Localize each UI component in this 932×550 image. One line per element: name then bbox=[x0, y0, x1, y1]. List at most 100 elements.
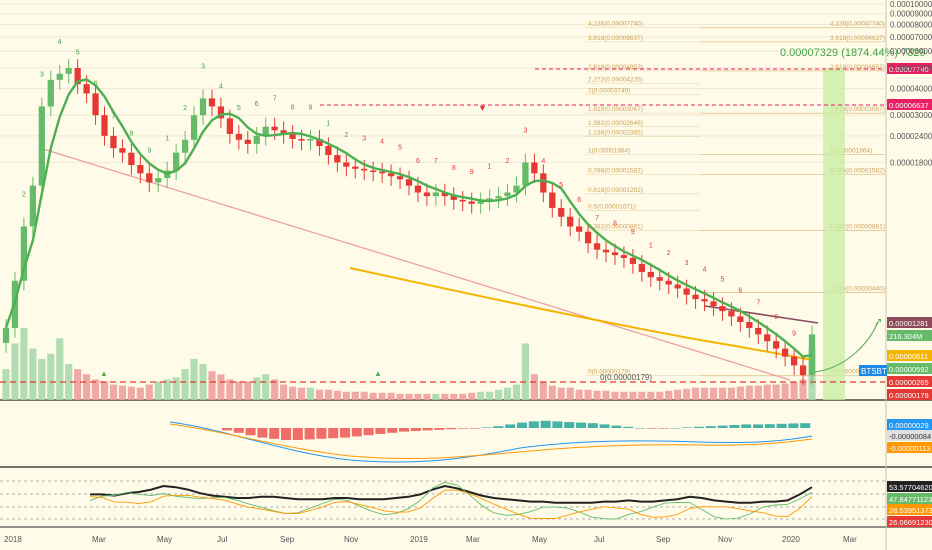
candle-body bbox=[307, 138, 314, 141]
fib-label-mid: 3.618(0.00006637) bbox=[588, 35, 643, 42]
volume-bar bbox=[468, 392, 476, 400]
td-count: 8 bbox=[613, 220, 617, 227]
volume-bar bbox=[548, 385, 556, 400]
macd-histogram-bar bbox=[233, 428, 244, 433]
macd-histogram-bar bbox=[257, 428, 268, 438]
volume-bar bbox=[745, 385, 753, 400]
volume-bar bbox=[47, 353, 55, 400]
td-count: 3 bbox=[685, 260, 689, 267]
volume-bar bbox=[136, 387, 144, 400]
volume-bar bbox=[405, 393, 413, 400]
volume-bar bbox=[342, 391, 350, 400]
stoch-badge-bg bbox=[887, 481, 932, 492]
volume-bar bbox=[486, 391, 494, 400]
breakout-arrow-head: ↗ bbox=[874, 317, 882, 328]
td-count: 4 bbox=[58, 39, 62, 46]
volume-bar bbox=[799, 379, 807, 400]
candle-body bbox=[361, 168, 368, 171]
price-tick-label: 0.00010000 bbox=[890, 0, 932, 9]
volume-bar bbox=[718, 387, 727, 400]
volume-bar bbox=[297, 387, 306, 400]
td-count: 6 bbox=[94, 81, 98, 88]
time-axis-label: May bbox=[157, 535, 172, 544]
macd-histogram-bar bbox=[635, 428, 646, 429]
candle-body bbox=[692, 294, 699, 300]
price-tick-label: 0.00006000 bbox=[890, 47, 932, 56]
candle-body bbox=[235, 133, 242, 140]
candle-body bbox=[325, 146, 332, 156]
candle-body bbox=[352, 166, 359, 169]
volume-bar bbox=[700, 387, 709, 400]
volume-bar bbox=[333, 390, 341, 400]
candle-body bbox=[764, 334, 771, 342]
rsi-line bbox=[90, 484, 813, 504]
candle-body bbox=[387, 173, 395, 177]
candle-body bbox=[737, 316, 744, 322]
time-axis-label: 2019 bbox=[410, 535, 428, 544]
candle-body bbox=[173, 152, 180, 171]
candle-body bbox=[808, 334, 816, 376]
price-badge-text: 0.00007740 bbox=[889, 65, 929, 74]
volume-bar bbox=[172, 377, 180, 400]
macd-histogram-bar bbox=[764, 424, 775, 428]
td-count: 9 bbox=[631, 229, 635, 236]
price-tick-label: 0.00009000 bbox=[890, 10, 932, 19]
volume-bar bbox=[91, 379, 100, 400]
price-tick-label: 0.00003000 bbox=[890, 111, 932, 120]
candle-body bbox=[38, 106, 45, 186]
td-count: 3 bbox=[40, 72, 44, 79]
price-badge-bg bbox=[887, 63, 932, 74]
fib-label-right: 0(0.00000179) bbox=[830, 369, 872, 376]
time-axis-label: May bbox=[532, 535, 547, 544]
candle-body bbox=[226, 118, 234, 134]
volume-bar bbox=[432, 393, 440, 400]
macd-histogram-bar bbox=[387, 428, 398, 433]
macd-histogram-bar bbox=[292, 428, 303, 440]
candle-body bbox=[468, 201, 475, 204]
candle-body bbox=[217, 106, 225, 119]
time-axis-label: 2020 bbox=[782, 535, 800, 544]
volume-bar bbox=[378, 392, 386, 400]
time-axis-label: Sep bbox=[280, 535, 295, 544]
macd-histogram-bar bbox=[351, 428, 362, 437]
volume-bar bbox=[396, 393, 404, 400]
time-axis-label: Sep bbox=[656, 535, 671, 544]
volume-bar bbox=[503, 387, 512, 400]
fib-label-mid: 0.618(0.00001282) bbox=[588, 187, 643, 194]
candle-body bbox=[343, 162, 350, 167]
price-badge-text: 0.00000179 bbox=[889, 391, 929, 400]
volume-bar bbox=[351, 391, 359, 400]
candle-body bbox=[289, 133, 296, 139]
macd-histogram-bar bbox=[363, 428, 374, 436]
candle-body bbox=[638, 263, 645, 272]
macd-badge-bg bbox=[887, 442, 932, 453]
td-count: 3 bbox=[523, 128, 527, 135]
td-count: 5 bbox=[237, 105, 241, 112]
time-axis-label: Mar bbox=[92, 535, 106, 544]
td-count: 9 bbox=[147, 148, 151, 155]
volume-bar bbox=[459, 393, 467, 400]
candle-body bbox=[746, 321, 753, 328]
candle-body bbox=[549, 192, 556, 208]
volume-bar bbox=[584, 389, 592, 400]
td-count: 9 bbox=[309, 104, 313, 111]
macd-axis-labels: 0.00000029 -0.00000084 -0.00000113 bbox=[887, 419, 932, 453]
price-badge-bg bbox=[887, 363, 932, 374]
volume-bar bbox=[244, 381, 252, 400]
volume-bar bbox=[566, 387, 574, 400]
td-count: 4 bbox=[703, 267, 707, 274]
time-axis-label: Mar bbox=[843, 535, 857, 544]
volume-bar bbox=[477, 391, 485, 400]
candle-body bbox=[101, 115, 108, 136]
symbol-tag: BTSBTC bbox=[861, 367, 893, 376]
candle-body bbox=[155, 178, 162, 183]
volume-bar bbox=[539, 381, 547, 400]
candle-body bbox=[620, 255, 628, 258]
macd-histogram-bar bbox=[658, 428, 669, 429]
fib-label-mid: 0(0.00000179) bbox=[588, 369, 630, 376]
volume-bar bbox=[38, 358, 46, 400]
volume-bar bbox=[683, 388, 691, 400]
candle-body bbox=[2, 327, 10, 343]
volume-bar bbox=[790, 381, 798, 400]
candle-body bbox=[405, 179, 413, 186]
